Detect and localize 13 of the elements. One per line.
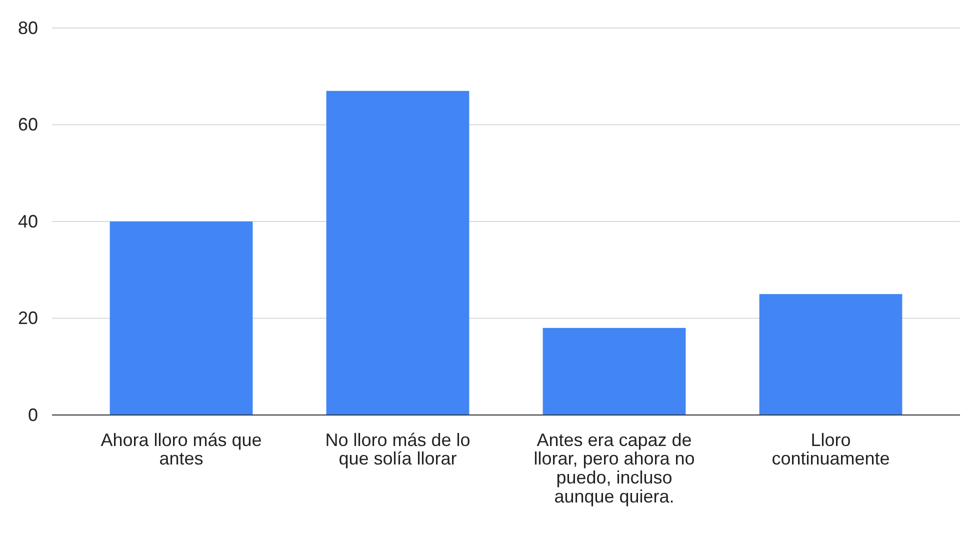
x-tick-label: Antes era capaz de llorar, pero ahora no puedo, incluso aunque quiera. — [534, 430, 695, 506]
y-tick-label: 60 — [18, 114, 38, 135]
bar — [542, 328, 686, 415]
y-tick-label: 20 — [18, 308, 38, 328]
y-tick-label: 0 — [28, 404, 38, 425]
x-tick-label: No lloro más de lo que solía llorar — [325, 430, 470, 469]
bar — [110, 222, 253, 415]
bar — [326, 90, 470, 415]
bar — [759, 294, 902, 415]
x-tick-label: Ahora lloro más que antes — [100, 430, 262, 469]
y-tick-label: 40 — [18, 211, 38, 232]
y-tick-label: 80 — [18, 18, 38, 38]
x-tick-label: Lloro continuamente — [772, 430, 890, 469]
